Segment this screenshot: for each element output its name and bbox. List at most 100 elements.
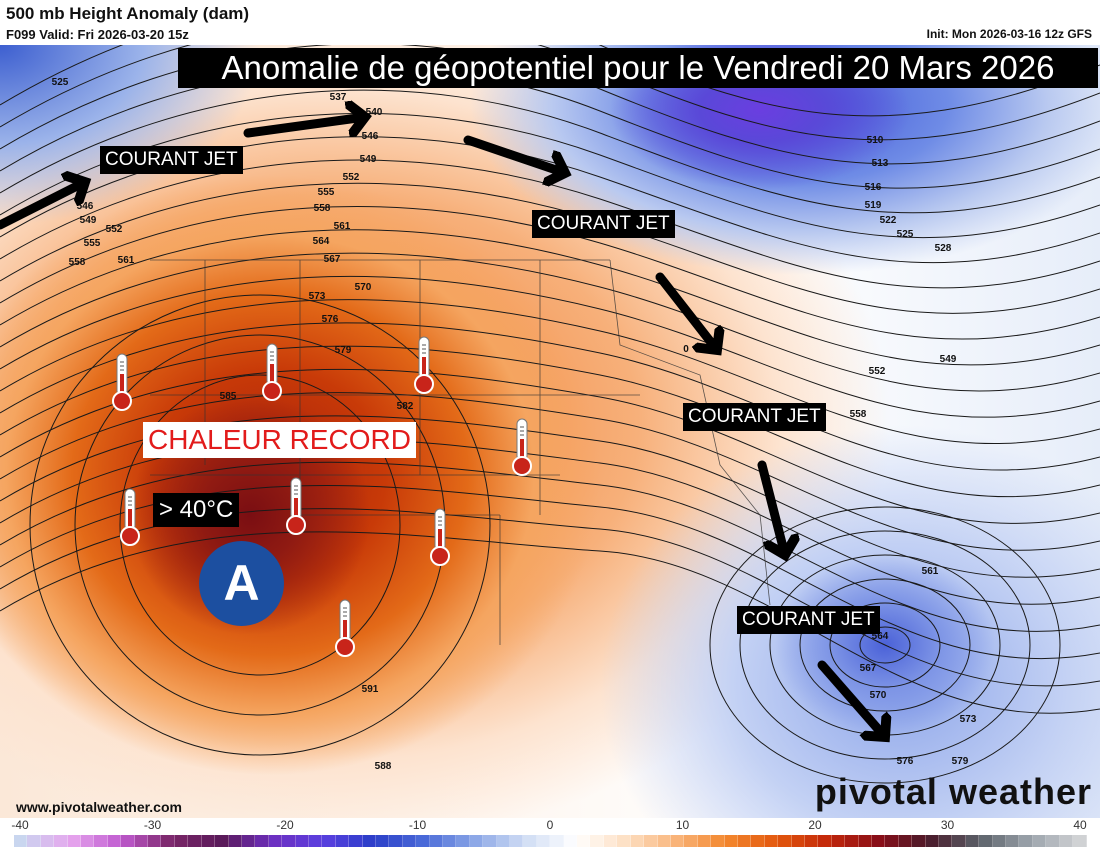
thermometer-icon bbox=[111, 352, 133, 412]
colorbar-cell bbox=[375, 835, 390, 847]
contour-label: 537 bbox=[329, 92, 347, 103]
colorbar-cell bbox=[416, 835, 430, 847]
colorbar-cell bbox=[939, 835, 953, 847]
colorbar-cell bbox=[791, 835, 805, 847]
jet-arrow-6 bbox=[817, 660, 885, 737]
contour-label: 567 bbox=[859, 663, 877, 674]
colorbar-cell bbox=[898, 835, 913, 847]
jet-label: COURANT JET bbox=[100, 146, 243, 174]
colorbar-cell bbox=[255, 835, 269, 847]
colorbar-cell bbox=[469, 835, 484, 847]
contour-label: 564 bbox=[312, 236, 330, 247]
colorbar-cell bbox=[1059, 835, 1074, 847]
website-watermark: www.pivotalweather.com bbox=[16, 799, 182, 815]
colorbar-cell bbox=[711, 835, 725, 847]
contour-label: 522 bbox=[879, 215, 897, 226]
contour-label: 552 bbox=[342, 172, 360, 183]
colorbar-cell bbox=[215, 835, 229, 847]
colorbar-cell bbox=[550, 835, 564, 847]
colorbar: -40 -30 -20 -10 0 10 20 30 40 bbox=[6, 818, 1094, 850]
contour-label: 552 bbox=[105, 224, 123, 235]
jet-arrow-3 bbox=[463, 135, 565, 173]
colorbar-cell bbox=[925, 835, 940, 847]
colorbar-cell bbox=[845, 835, 859, 847]
colorbar-cell bbox=[389, 835, 403, 847]
thermometer-icon bbox=[334, 598, 356, 658]
jet-label: COURANT JET bbox=[532, 210, 675, 238]
colorbar-cell bbox=[40, 835, 55, 847]
jet-label: COURANT JET bbox=[683, 403, 826, 431]
contour-label: 570 bbox=[354, 282, 372, 293]
contour-label: 576 bbox=[896, 756, 914, 767]
colorbar-cell bbox=[952, 835, 966, 847]
colorbar-cell bbox=[590, 835, 604, 847]
colorbar-cell bbox=[496, 835, 511, 847]
colorbar-cell bbox=[201, 835, 216, 847]
jet-arrow-4 bbox=[655, 272, 717, 350]
colorbar-cell bbox=[322, 835, 336, 847]
contour-label: 525 bbox=[51, 77, 69, 88]
contour-label: 573 bbox=[308, 291, 326, 302]
contour-label: 519 bbox=[864, 200, 882, 211]
colorbar-cell bbox=[764, 835, 779, 847]
colorbar-cell bbox=[778, 835, 792, 847]
contour-label: 555 bbox=[83, 238, 101, 249]
colorbar-tick: -10 bbox=[408, 818, 427, 832]
colorbar-tick: 0 bbox=[546, 818, 554, 832]
colorbar-cell bbox=[1006, 835, 1020, 847]
colorbar-cell bbox=[228, 835, 242, 847]
colorbar-cell bbox=[577, 835, 591, 847]
colorbar-cell bbox=[27, 835, 41, 847]
colorbar-cell bbox=[617, 835, 631, 847]
colorbar-cell bbox=[308, 835, 323, 847]
colorbar-cell bbox=[94, 835, 108, 847]
colorbar-cell bbox=[724, 835, 738, 847]
colorbar-cell bbox=[295, 835, 309, 847]
contour-label: 0 bbox=[683, 344, 689, 355]
colorbar-tick: 10 bbox=[675, 818, 690, 832]
colorbar-cell bbox=[818, 835, 832, 847]
colorbar-cell bbox=[858, 835, 872, 847]
thermometer-icon bbox=[119, 487, 141, 547]
colorbar-cell bbox=[54, 835, 68, 847]
colorbar-cell bbox=[107, 835, 122, 847]
colorbar-cell bbox=[349, 835, 363, 847]
record-heat-label: CHALEUR RECORD bbox=[143, 422, 416, 458]
colorbar-cell bbox=[483, 835, 497, 847]
brand-logo: pivotal weather bbox=[814, 771, 1092, 812]
contour-label: 540 bbox=[365, 107, 383, 118]
jet-label: COURANT JET bbox=[737, 606, 880, 634]
contour-label: 513 bbox=[871, 158, 889, 169]
valid-time: F099 Valid: Fri 2026-03-20 15z bbox=[6, 27, 189, 42]
colorbar-cell bbox=[134, 835, 149, 847]
colorbar-cell bbox=[630, 835, 645, 847]
contour-label: 525 bbox=[896, 229, 914, 240]
colorbar-cell bbox=[443, 835, 457, 847]
contour-label: 546 bbox=[76, 201, 94, 212]
colorbar-cell bbox=[684, 835, 698, 847]
colorbar-cell bbox=[241, 835, 256, 847]
temperature-label: > 40°C bbox=[153, 493, 240, 527]
contour-label: 549 bbox=[79, 215, 97, 226]
colorbar-cell bbox=[603, 835, 618, 847]
colorbar-cell bbox=[1046, 835, 1060, 847]
jet-arrow-2 bbox=[243, 117, 365, 138]
colorbar-cell bbox=[885, 835, 899, 847]
thermometer-icon bbox=[285, 476, 307, 536]
contour-label: 549 bbox=[939, 354, 957, 365]
contour-label: 555 bbox=[317, 187, 335, 198]
colorbar-cell bbox=[751, 835, 765, 847]
contour-label: 561 bbox=[921, 566, 939, 577]
contour-label: 558 bbox=[313, 203, 331, 214]
colorbar-cell bbox=[979, 835, 993, 847]
colorbar-cell bbox=[657, 835, 671, 847]
colorbar-cell bbox=[121, 835, 135, 847]
colorbar-tick: 40 bbox=[1073, 818, 1087, 832]
contour-label: 561 bbox=[333, 221, 351, 232]
colorbar-cell bbox=[992, 835, 1007, 847]
colorbar-cell bbox=[644, 835, 658, 847]
colorbar-cell bbox=[148, 835, 162, 847]
colorbar-cell bbox=[536, 835, 551, 847]
colorbar-cell bbox=[456, 835, 470, 847]
colorbar-tick: 30 bbox=[940, 818, 955, 832]
